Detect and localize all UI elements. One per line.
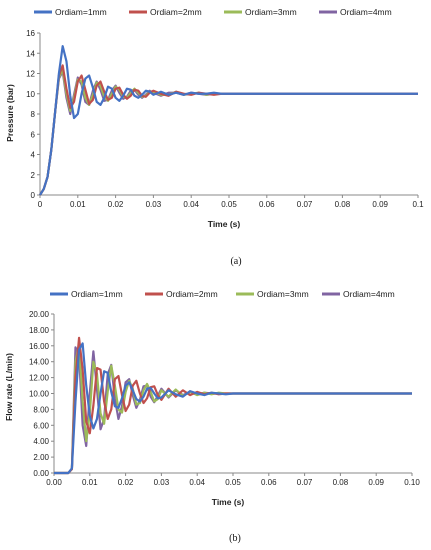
chart-a-y-tick-label: 14 [26,49,35,58]
chart-a-y-tick-label: 10 [26,90,35,99]
chart-a-x-tick-label: 0.03 [146,200,162,209]
chart-b-legend-label-2: Ordiam=2mm [166,289,218,299]
chart-b-x-tick-label: 0.03 [154,478,170,487]
chart-a-x-tick-label: 0.02 [108,200,124,209]
chart-a-y-tick-label: 4 [31,151,36,160]
chart-b-y-tick-label: 20.00 [29,310,50,319]
chart-b-series-line-3 [54,343,412,475]
chart-a-legend-label-4: Ordiam=4mm [340,7,392,17]
chart-a-x-axis-label: Time (s) [208,219,241,229]
chart-b-y-tick-label: 8.00 [33,405,49,414]
chart-a-series-line-2 [39,64,418,196]
chart-a-x-tick-label: 0.09 [372,200,388,209]
chart-b-y-tick-label: 16.00 [29,342,50,351]
chart-a-legend: Ordiam=1mm Ordiam=2mm Ordiam=3mm Ordiam=… [34,7,392,17]
chart-a-x-tick-label: 0.04 [183,200,199,209]
chart-b-x-axis-label: Time (s) [212,497,245,507]
chart-a-x-tick-label: 0.07 [297,200,313,209]
chart-b-x-tick-label: 0.08 [333,478,349,487]
chart-a-x-tick-label: 0.05 [221,200,237,209]
chart-a-x-tick-label: 0.01 [70,200,86,209]
chart-b-legend: Ordiam=1mm Ordiam=2mm Ordiam=3mm Ordiam=… [50,289,395,299]
chart-b-x-tick-label: 0.09 [368,478,384,487]
chart-b-series-line-4 [54,346,412,475]
chart-b-y-tick-label: 18.00 [29,326,50,335]
chart-b-x-tick-label: 0.07 [297,478,313,487]
chart-a-series-line-4 [39,70,418,196]
chart-b-x-tick-label: 0.06 [261,478,277,487]
chart-b-y-tick-label: 14.00 [29,358,50,367]
chart-b-legend-label-3: Ordiam=3mm [257,289,309,299]
chart-b-caption: (b) [229,533,241,544]
chart-a-y-tick-label: 16 [26,29,35,38]
chart-a-legend-label-3: Ordiam=3mm [245,7,297,17]
chart-a-y-tick-label: 8 [31,110,36,119]
chart-b-y-tick-label: 10.00 [29,390,50,399]
chart-a-y-tick-label: 12 [26,70,35,79]
chart-a-series-line-1 [39,45,418,196]
chart-b-x-tick-label: 0.05 [225,478,241,487]
chart-b: Ordiam=1mm Ordiam=2mm Ordiam=3mm Ordiam=… [4,289,420,544]
chart-b-series-line-2 [54,336,412,475]
chart-b-x-tick-label: 0.10 [404,478,420,487]
chart-a-plot-area: 0 2 4 6 8 10 12 14 16 0 0.01 0.02 0.03 0.04 0.05 0.06 0.… [26,29,424,209]
chart-a-x-tick-label: 0.08 [335,200,351,209]
chart-a-x-tick-label: 0.06 [259,200,275,209]
chart-a-legend-label-1: Ordiam=1mm [55,7,107,17]
chart-b-y-axis-label: Flow rate (L/min) [4,353,14,421]
chart-b-y-tick-label: 4.00 [33,437,49,446]
chart-b-y-tick-label: 12.00 [29,374,50,383]
chart-a-y-tick-label: 2 [31,171,36,180]
chart-b-plot-area: 0.00 2.00 4.00 6.00 8.00 10.00 12.00 14.00 16.00… [29,310,420,487]
chart-a-x-tick-label: 0 [38,200,43,209]
chart-a-x-tick-label: 0.1 [412,200,424,209]
chart-b-series-line-1 [54,342,412,475]
chart-b-x-tick-label: 0.00 [46,478,62,487]
chart-a-caption: (a) [230,256,241,267]
chart-a-legend-label-2: Ordiam=2mm [150,7,202,17]
chart-b-y-tick-label: 2.00 [33,453,49,462]
chart-b-x-tick-label: 0.02 [118,478,134,487]
chart-a-y-axis-label: Pressure (bar) [5,84,15,142]
chart-b-y-tick-label: 6.00 [33,421,49,430]
chart-b-legend-label-4: Ordiam=4mm [343,289,395,299]
chart-a: Ordiam=1mm Ordiam=2mm Ordiam=3mm Ordiam=… [5,7,424,267]
chart-b-legend-label-1: Ordiam=1mm [71,289,123,299]
chart-a-y-tick-label: 0 [31,191,36,200]
chart-a-y-tick-label: 6 [31,130,36,139]
chart-b-x-tick-label: 0.04 [189,478,205,487]
chart-b-y-tick-label: 0.00 [33,469,49,478]
chart-b-x-tick-label: 0.01 [82,478,98,487]
